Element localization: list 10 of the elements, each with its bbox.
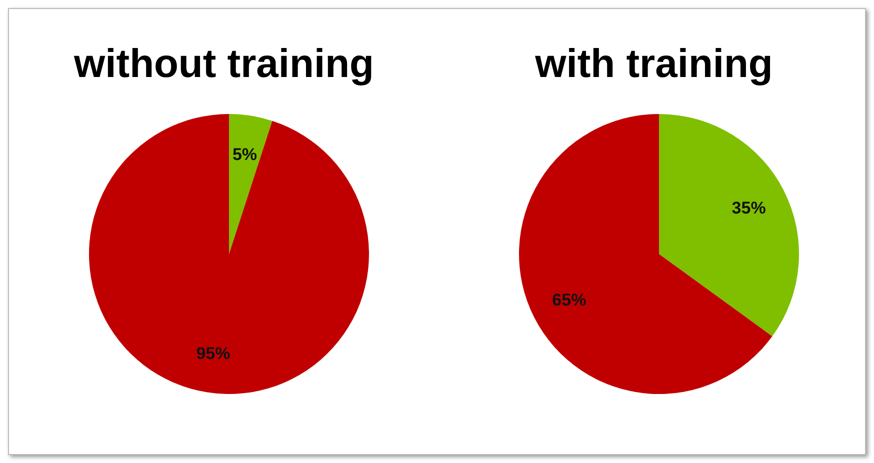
data-label: 95% <box>196 344 230 364</box>
pie-slice <box>229 114 272 254</box>
chart-title: with training <box>534 41 774 88</box>
data-label: 35% <box>732 198 766 218</box>
pie-slice <box>89 114 369 394</box>
pie-slice <box>519 114 772 394</box>
data-label: 5% <box>232 144 258 164</box>
pie-slice <box>659 114 799 336</box>
chart-title: without training <box>73 41 375 88</box>
data-label: 65% <box>552 290 586 310</box>
